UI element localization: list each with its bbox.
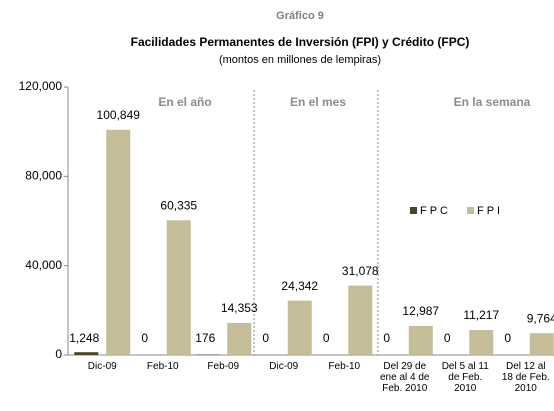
data-label: 100,849	[97, 108, 141, 122]
data-label: 14,353	[221, 301, 258, 315]
chart-subtitle: Facilidades Permanentes de Inversión (FP…	[131, 35, 470, 49]
y-tick-label: 80,000	[25, 169, 62, 183]
chart-title: Gráfico 9	[276, 10, 324, 22]
bar	[348, 285, 373, 355]
data-label: 0	[444, 331, 451, 345]
x-tick-label: Del 12 al 18 de Feb. 2010	[502, 361, 550, 394]
x-tick-label: Feb-10	[147, 361, 179, 372]
data-label: 176	[195, 331, 215, 345]
legend-swatch	[467, 207, 474, 214]
data-label: 11,217	[463, 308, 499, 322]
annotation: En el año	[158, 95, 211, 109]
bar	[106, 129, 131, 355]
data-label: 0	[504, 331, 511, 345]
bar	[529, 333, 554, 355]
bar	[74, 352, 99, 355]
x-tick-label: Feb-10	[328, 361, 360, 372]
bar	[227, 322, 252, 355]
legend-swatch	[410, 207, 417, 214]
data-label: 12,987	[402, 304, 439, 318]
y-tick-label: 120,000	[19, 79, 63, 93]
data-label: 0	[383, 331, 390, 345]
data-label: 9,764	[527, 311, 554, 325]
bar	[408, 325, 433, 355]
annotation: En el mes	[290, 95, 346, 109]
bar	[166, 220, 191, 355]
x-tick-label: Del 29 de ene al 4 de Feb. 2010	[380, 361, 430, 394]
x-tick-label: Dic-09	[269, 361, 298, 372]
bar	[287, 300, 312, 355]
data-label: 1,248	[69, 331, 99, 345]
bar	[469, 329, 494, 355]
legend-label: FPC	[420, 205, 451, 217]
y-tick-label: 0	[55, 347, 62, 361]
legend-label: FPI	[477, 205, 503, 217]
data-label: 0	[262, 331, 269, 345]
data-label: 60,335	[160, 198, 197, 212]
chart-note: (montos en millones de lempiras)	[219, 54, 381, 66]
x-tick-label: Feb-09	[207, 361, 239, 372]
data-label: 0	[141, 331, 148, 345]
data-label: 0	[323, 331, 330, 345]
annotation: En la semana	[454, 95, 531, 109]
data-label: 24,342	[281, 279, 318, 293]
x-tick-label: Del 5 al 11 de Feb. 2010	[442, 361, 490, 394]
data-label: 31,078	[342, 264, 379, 278]
y-tick-label: 40,000	[25, 258, 62, 272]
x-tick-label: Dic-09	[88, 361, 117, 372]
